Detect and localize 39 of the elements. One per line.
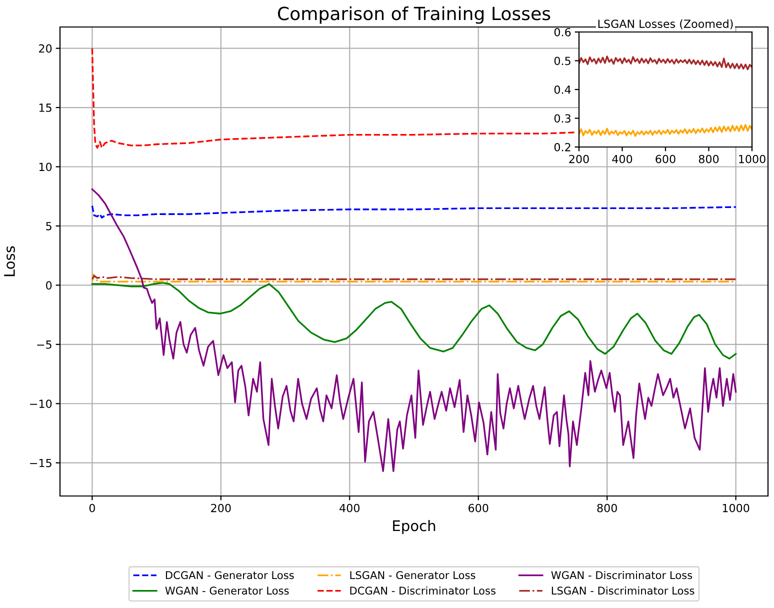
x-tick-label: 800 xyxy=(597,504,617,512)
x-tick-label: 200 xyxy=(211,504,231,512)
legend-label: DCGAN - Discriminator Loss xyxy=(350,586,496,595)
y-tick-label: −10 xyxy=(30,400,52,408)
x-tick-label: 800 xyxy=(698,154,719,164)
y-tick-label: 0.3 xyxy=(554,114,570,123)
line-series xyxy=(91,205,737,219)
line-series xyxy=(91,282,737,360)
chart-title: LSGAN Losses (Zoomed) xyxy=(598,19,733,30)
y-tick-label: 5 xyxy=(46,222,52,230)
x-axis-title: Epoch xyxy=(393,520,436,534)
y-tick-label: −15 xyxy=(30,458,52,468)
y-tick-label: 15 xyxy=(39,104,52,112)
x-tick-label: 600 xyxy=(468,504,488,512)
x-tick-label: 400 xyxy=(612,154,632,164)
y-tick-label: 0.6 xyxy=(554,28,571,36)
y-tick-label: 0.5 xyxy=(554,56,570,66)
y-axis-title: Loss xyxy=(4,246,15,276)
legend-label: LSGAN - Discriminator Loss xyxy=(552,586,694,595)
y-tick-label: −5 xyxy=(37,340,52,349)
x-tick-label: 1000 xyxy=(722,504,750,512)
legend-label: LSGAN - Generator Loss xyxy=(350,571,476,580)
x-tick-label: 400 xyxy=(340,504,360,512)
y-tick-label: 0.4 xyxy=(554,85,571,94)
x-tick-label: 600 xyxy=(656,154,676,164)
x-tick-label: 0 xyxy=(89,504,95,512)
y-tick-label: 0.2 xyxy=(554,142,570,152)
line-series xyxy=(579,56,752,70)
chart-title: Comparison of Training Losses xyxy=(278,6,550,24)
legend-label: DCGAN - Generator Loss xyxy=(166,571,294,580)
x-tick-label: 1000 xyxy=(739,154,766,164)
line-series xyxy=(91,188,737,472)
y-tick-label: 20 xyxy=(39,44,52,53)
y-tick-label: 0 xyxy=(46,281,52,290)
legend-label: WGAN - Discriminator Loss xyxy=(551,570,692,580)
y-tick-label: 10 xyxy=(39,162,52,172)
legend-label: WGAN - Generator Loss xyxy=(165,586,289,595)
x-tick-label: 200 xyxy=(569,154,589,164)
line-series xyxy=(579,124,752,137)
